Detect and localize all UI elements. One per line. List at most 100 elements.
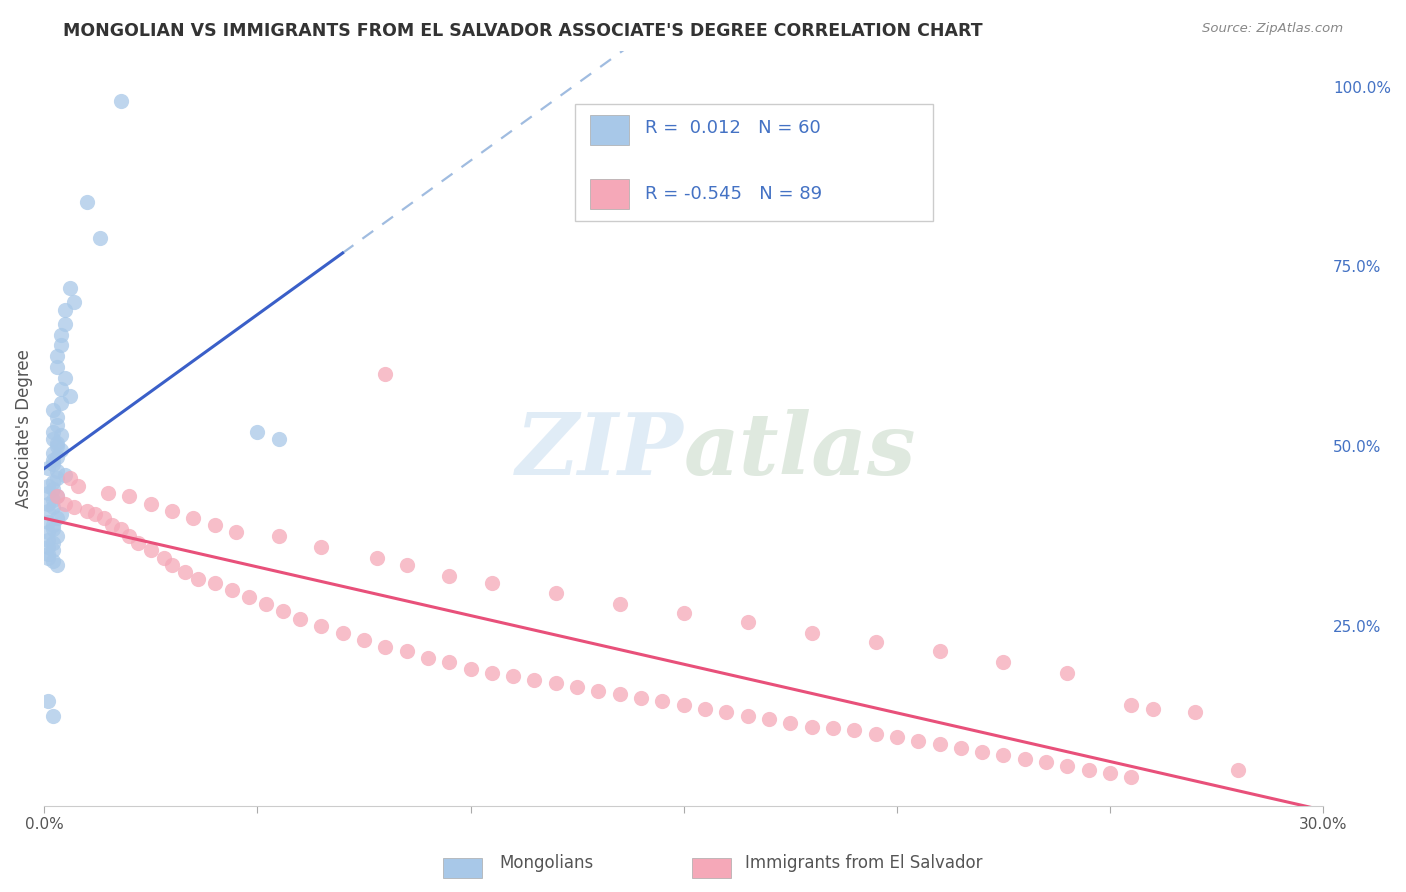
Point — [152, 550, 174, 565]
Point — [55, 497, 77, 511]
Point — [395, 558, 418, 572]
Point — [238, 590, 260, 604]
Point — [565, 680, 588, 694]
Point — [110, 522, 132, 536]
Point — [544, 676, 567, 690]
Point — [45, 511, 67, 525]
Point — [865, 634, 887, 648]
Point — [76, 504, 98, 518]
Point — [37, 533, 59, 547]
Point — [41, 493, 63, 508]
Point — [55, 371, 77, 385]
Point — [183, 511, 205, 525]
Point — [51, 327, 73, 342]
Point — [59, 389, 82, 403]
Point — [45, 435, 67, 450]
Point — [37, 478, 59, 492]
Point — [630, 690, 652, 705]
Point — [481, 665, 503, 680]
Point — [51, 396, 73, 410]
Point — [865, 727, 887, 741]
Point — [51, 508, 73, 522]
Point — [45, 349, 67, 363]
Point — [97, 486, 120, 500]
Point — [993, 655, 1015, 669]
Point — [45, 417, 67, 432]
Point — [672, 698, 695, 712]
Point — [45, 558, 67, 572]
Text: R = -0.545   N = 89: R = -0.545 N = 89 — [645, 186, 823, 203]
Point — [928, 738, 950, 752]
Point — [55, 317, 77, 331]
Point — [254, 597, 277, 611]
Point — [267, 432, 290, 446]
Text: atlas: atlas — [683, 409, 917, 492]
Point — [267, 529, 290, 543]
Text: R =  0.012   N = 60: R = 0.012 N = 60 — [645, 120, 821, 137]
Point — [523, 673, 546, 687]
Point — [271, 605, 294, 619]
Y-axis label: Associate's Degree: Associate's Degree — [15, 349, 32, 508]
Point — [84, 508, 107, 522]
Text: Mongolians: Mongolians — [499, 855, 593, 872]
Point — [187, 572, 209, 586]
Point — [37, 460, 59, 475]
Point — [51, 442, 73, 457]
Point — [139, 543, 162, 558]
Point — [41, 543, 63, 558]
Point — [37, 497, 59, 511]
Point — [41, 453, 63, 467]
Point — [41, 457, 63, 471]
Point — [374, 368, 396, 382]
Point — [672, 606, 695, 620]
Point — [1142, 701, 1164, 715]
Point — [37, 694, 59, 708]
Point — [1035, 756, 1057, 770]
Point — [45, 359, 67, 374]
Point — [588, 683, 610, 698]
Point — [1099, 766, 1122, 780]
Point — [821, 721, 844, 735]
Point — [928, 644, 950, 658]
Point — [37, 525, 59, 540]
Point — [502, 669, 524, 683]
Point — [160, 504, 183, 518]
Point — [37, 540, 59, 554]
Point — [63, 500, 86, 515]
Point — [41, 536, 63, 550]
Point — [651, 694, 673, 708]
Point — [1184, 705, 1206, 719]
Point — [59, 281, 82, 295]
Point — [1227, 763, 1250, 777]
Point — [1121, 698, 1143, 712]
Point — [41, 446, 63, 460]
Text: ZIP: ZIP — [516, 409, 683, 492]
Point — [160, 558, 183, 572]
Point — [118, 490, 141, 504]
Point — [41, 475, 63, 489]
Point — [127, 536, 149, 550]
Point — [51, 338, 73, 352]
Point — [609, 687, 631, 701]
Point — [55, 302, 77, 317]
Point — [1014, 752, 1036, 766]
Point — [609, 597, 631, 611]
Point — [41, 500, 63, 515]
Point — [51, 382, 73, 396]
Point — [353, 633, 375, 648]
Point — [41, 482, 63, 496]
Point — [949, 741, 972, 756]
Point — [173, 565, 195, 579]
Point — [1056, 665, 1078, 680]
FancyBboxPatch shape — [591, 115, 628, 145]
Point — [45, 471, 67, 485]
Point — [907, 734, 929, 748]
Point — [41, 403, 63, 417]
Point — [37, 547, 59, 561]
Point — [204, 518, 226, 533]
Point — [89, 230, 111, 244]
Point — [481, 575, 503, 590]
Point — [41, 432, 63, 446]
Point — [779, 715, 801, 730]
Point — [437, 568, 460, 582]
